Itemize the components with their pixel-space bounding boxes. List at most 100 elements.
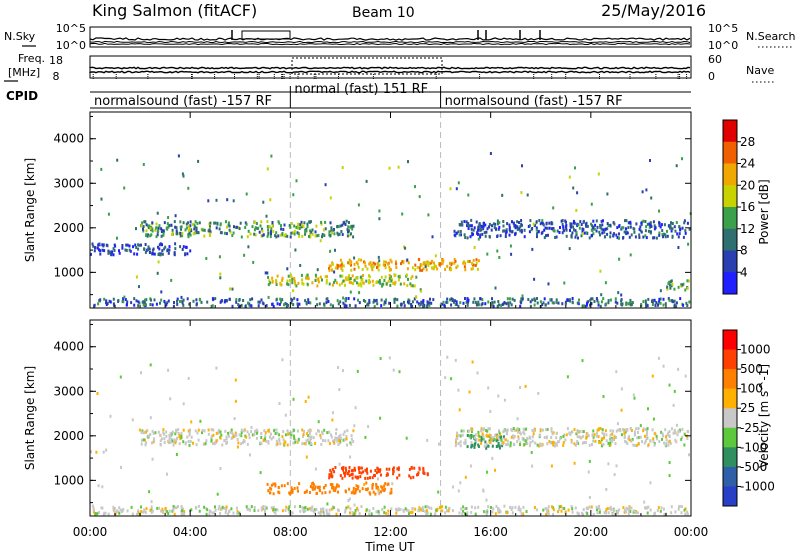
velocity-cell (291, 490, 294, 494)
velocity-cell (154, 431, 157, 435)
velocity-cell (299, 509, 302, 513)
velocity-cell (421, 508, 424, 512)
velocity-cell (279, 442, 282, 446)
power-cell (600, 219, 603, 223)
velocity-cell (486, 510, 489, 514)
power-cell (521, 164, 523, 168)
power-cell (652, 301, 655, 305)
power-cell (666, 287, 669, 291)
power-cell (462, 301, 465, 305)
velocity-cell (343, 471, 345, 475)
velocity-cell (478, 438, 481, 442)
power-cell (195, 226, 198, 230)
velocity-cell (387, 512, 390, 516)
power-cell (599, 233, 601, 237)
velocity-cell (156, 506, 159, 510)
power-cell (602, 219, 604, 223)
power-cell (348, 303, 351, 307)
velocity-cell (489, 506, 492, 509)
power-cell (422, 262, 425, 266)
power-cell (429, 297, 431, 301)
velocity-cell (368, 509, 371, 513)
power-colorbar-swatch (723, 120, 737, 143)
power-cell (160, 290, 163, 294)
velocity-cell (383, 484, 386, 488)
power-cell (561, 302, 564, 306)
velocity-cell (368, 512, 371, 516)
velocity-cell (210, 438, 213, 442)
nsky-trace (89, 30, 691, 46)
velocity-cell (339, 437, 342, 440)
power-cell (528, 230, 531, 234)
velocity-cell (548, 440, 551, 444)
power-cell (291, 278, 294, 282)
power-cell (228, 224, 231, 228)
velocity-cell (273, 428, 276, 432)
power-cell (271, 224, 274, 228)
power-cell (472, 300, 475, 304)
power-cell (91, 242, 94, 246)
velocity-cell (571, 430, 574, 434)
power-cell (235, 298, 238, 302)
velocity-cell (207, 428, 210, 432)
velocity-cell (488, 427, 491, 431)
velocity-cell (565, 433, 568, 437)
velocity-cell (302, 433, 305, 436)
velocity-cell (620, 387, 623, 391)
power-cell (331, 262, 334, 266)
power-cell (269, 235, 272, 239)
power-cell (490, 228, 493, 232)
power-cell (309, 235, 312, 239)
power-cell (257, 226, 260, 230)
velocity-cell (511, 429, 514, 433)
velocity-cell (365, 508, 368, 512)
power-cell (360, 284, 363, 288)
velocity-cell (475, 438, 478, 442)
power-cell (266, 271, 269, 275)
power-cell (597, 303, 600, 307)
velocity-cell (175, 506, 178, 510)
velocity-cell (268, 435, 271, 439)
power-cell (308, 220, 311, 224)
velocity-cell (104, 511, 107, 515)
power-cell (595, 219, 598, 223)
power-cell (354, 304, 357, 308)
velocity-cell (159, 439, 162, 443)
velocity-cell (595, 431, 598, 435)
velocity-cell (680, 505, 683, 508)
power-cell (420, 289, 423, 293)
velocity-cell (301, 442, 304, 446)
power-cell (686, 304, 689, 307)
velocity-colorbar-swatch (723, 486, 737, 507)
velocity-cell (529, 441, 532, 445)
power-cell (342, 279, 345, 283)
velocity-cell (304, 509, 307, 513)
power-cell (96, 246, 99, 250)
power-cell (320, 220, 323, 224)
velocity-cell (425, 512, 428, 516)
velocity-cell (336, 436, 338, 440)
velocity-cell (658, 440, 661, 443)
power-colorbar-tick-label: 20 (740, 178, 755, 192)
velocity-cell (677, 429, 680, 433)
velocity-cell (255, 429, 258, 432)
power-cell (257, 300, 260, 304)
power-cell (518, 221, 520, 224)
power-cell (323, 302, 325, 306)
power-cell (156, 233, 159, 237)
velocity-cell (290, 486, 293, 490)
power-cell (400, 262, 402, 266)
power-cell (261, 234, 264, 238)
power-cell (297, 232, 300, 235)
velocity-cell (631, 437, 634, 441)
velocity-cell (629, 426, 632, 430)
velocity-cell (270, 506, 273, 510)
velocity-cell (118, 506, 121, 510)
velocity-cell (576, 430, 579, 434)
velocity-cell (552, 431, 555, 435)
velocity-cell (524, 384, 527, 388)
power-cell (684, 231, 687, 235)
velocity-cell (310, 506, 313, 510)
velocity-cell (245, 505, 248, 509)
power-cell (334, 248, 336, 252)
